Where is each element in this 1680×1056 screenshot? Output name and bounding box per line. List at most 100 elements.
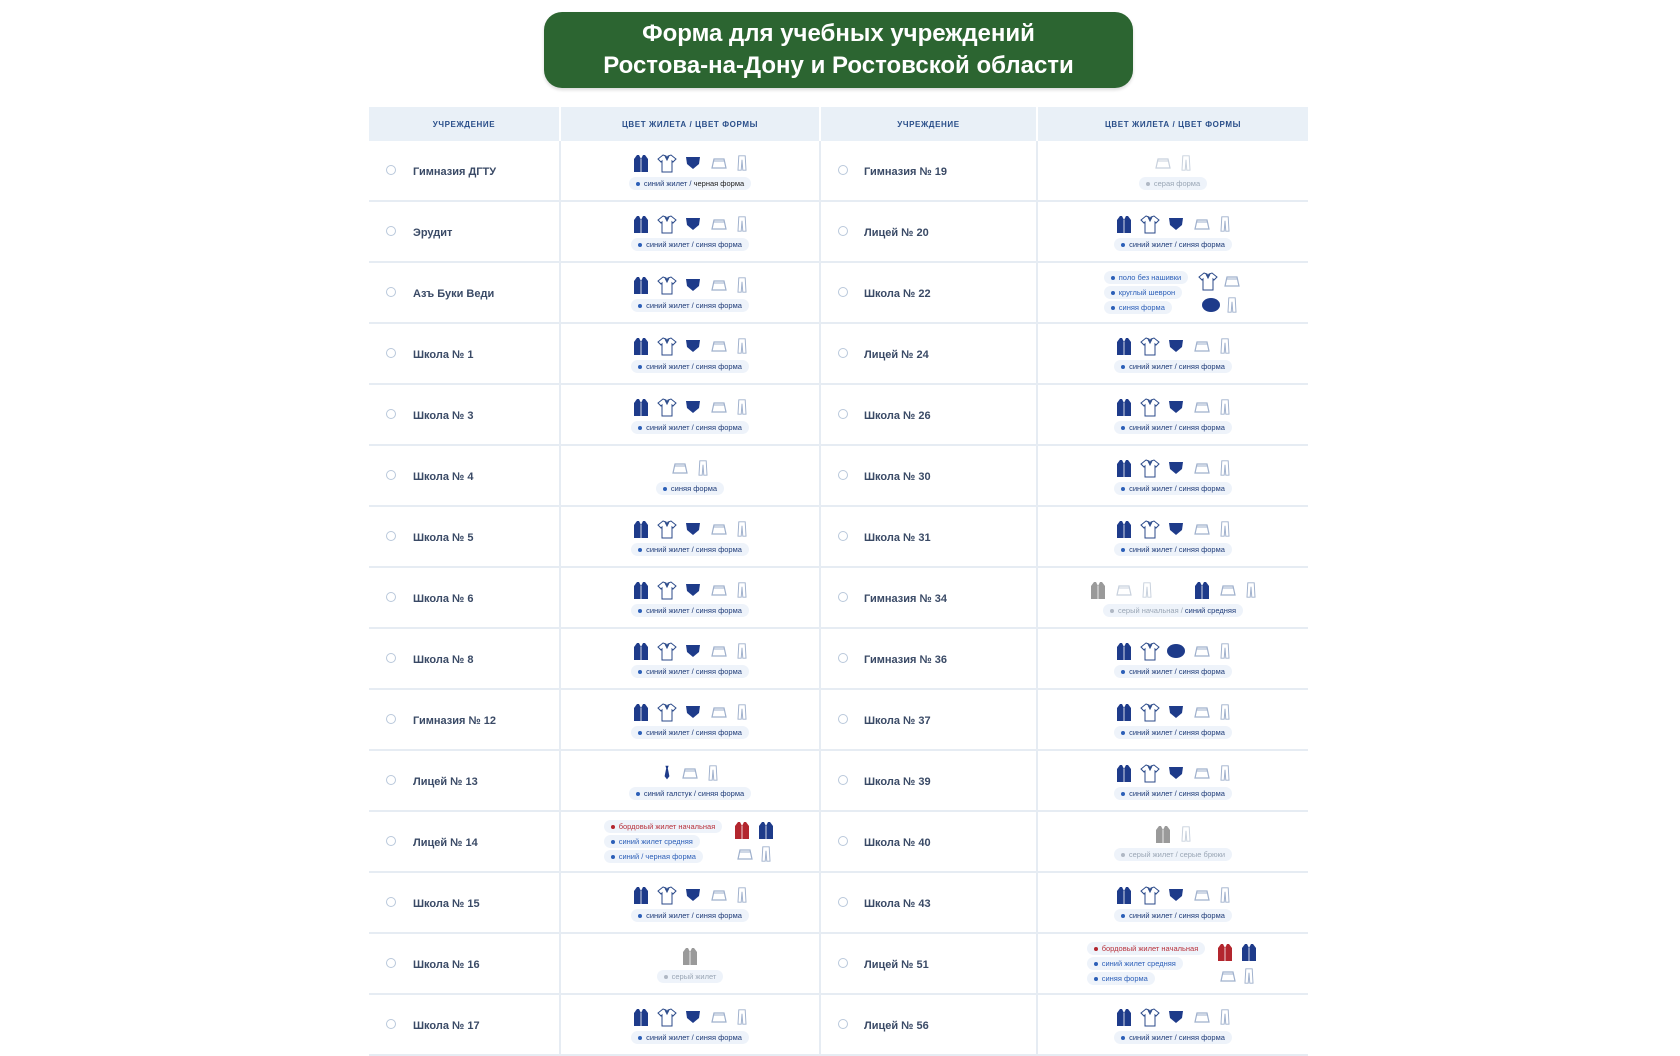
skirt-icon	[1194, 340, 1210, 352]
shield-badge-icon	[686, 278, 700, 291]
shield-badge-icon	[1169, 461, 1183, 474]
vest-icon	[1218, 943, 1233, 961]
shirt-icon	[1140, 641, 1160, 660]
row-marker-icon	[837, 531, 848, 542]
skirt-icon	[1155, 157, 1171, 169]
institution-name: Гимназия № 36	[864, 653, 948, 666]
uniform-caption: синий жилет / синяя форма	[631, 1030, 749, 1044]
uniform-caption: синий жилет / синяя форма	[631, 908, 749, 922]
vest-icon	[634, 520, 648, 538]
page-title-banner: Форма для учебных учреждений Ростова-на-…	[544, 12, 1133, 88]
row-marker-icon	[837, 470, 848, 481]
skirt-icon	[1194, 767, 1210, 779]
skirt-icon	[1194, 401, 1210, 413]
uniform-icons	[631, 274, 749, 296]
shirt-icon	[1140, 763, 1160, 782]
shirt-icon	[1140, 214, 1160, 233]
table-row: Эрудит синий жилет / синяя форма Лицей №…	[369, 201, 1308, 263]
row-marker-icon	[837, 897, 848, 908]
shirt-icon	[657, 336, 677, 355]
vest-icon	[735, 821, 750, 839]
shirt-icon	[1140, 885, 1160, 904]
uniform-caption: синий жилет / синяя форма	[1114, 542, 1232, 556]
uniform-cell: серая форма	[1037, 141, 1308, 202]
skirt-icon	[711, 340, 727, 352]
trousers-icon	[737, 337, 747, 354]
vest-icon	[634, 337, 648, 355]
skirt-icon	[1194, 889, 1210, 901]
trousers-icon	[737, 642, 747, 659]
institution-name: Гимназия ДГТУ	[413, 165, 497, 178]
shield-badge-icon	[1169, 400, 1183, 413]
uniform-icons	[1114, 335, 1232, 357]
uniform-icons	[1114, 884, 1232, 906]
institution-name: Азъ Буки Веди	[413, 287, 495, 300]
header-color-right: цвет жилета / цвет формы	[1037, 107, 1308, 141]
institution-name: Лицей № 51	[864, 958, 929, 971]
vest-icon	[1242, 943, 1257, 961]
trousers-icon	[737, 581, 747, 598]
uniform-caption: синий жилет / синяя форма	[631, 664, 749, 678]
table-row: Гимназия ДГТУ синий жилет / черная форма…	[369, 141, 1308, 202]
trousers-icon	[1246, 581, 1256, 598]
row-marker-icon	[837, 958, 848, 969]
shield-badge-icon	[686, 522, 700, 535]
table-row: Школа № 15 синий жилет / синяя форма Шко…	[369, 872, 1308, 934]
uniform-icons	[1088, 579, 1258, 601]
uniform-caption: синий жилет / синяя форма	[631, 298, 749, 312]
vest-icon	[1117, 520, 1131, 538]
uniform-icons	[631, 213, 749, 235]
trousers-icon	[1220, 642, 1230, 659]
row-marker-icon	[386, 897, 396, 908]
uniform-cell: синий жилет / синяя форма	[1037, 689, 1308, 751]
institution-name: Школа № 37	[864, 714, 931, 727]
uniform-caption: серый жилет	[656, 969, 724, 983]
row-marker-icon	[837, 592, 848, 603]
shield-badge-icon	[1169, 522, 1183, 535]
skirt-icon	[711, 1011, 727, 1023]
skirt-icon	[711, 157, 727, 169]
row-marker-icon	[386, 714, 396, 725]
uniform-caption: синий жилет / синяя форма	[631, 420, 749, 434]
vest-icon	[1091, 581, 1105, 599]
skirt-icon	[1194, 706, 1210, 718]
uniform-cell: синий жилет / черная форма	[560, 141, 821, 202]
uniform-icons	[1153, 823, 1193, 845]
uniform-caption: синий жилет / синяя форма	[1114, 786, 1232, 800]
uniform-icons	[1114, 213, 1232, 235]
institution-name: Школа № 17	[413, 1019, 480, 1032]
institution-name: Школа № 15	[413, 897, 480, 910]
uniform-icons	[660, 762, 720, 784]
vest-icon	[1117, 886, 1131, 904]
uniform-icons	[631, 579, 749, 601]
trousers-icon	[737, 886, 747, 903]
shirt-icon	[1198, 271, 1218, 290]
vest-icon	[1117, 642, 1131, 660]
trousers-icon	[737, 154, 747, 171]
uniform-caption: синяя форма	[655, 481, 725, 495]
trousers-icon	[1220, 703, 1230, 720]
institution-name: Эрудит	[413, 226, 453, 239]
uniform-caption: синий жилет / синяя форма	[1114, 237, 1232, 251]
uniform-icons	[631, 701, 749, 723]
institution-name: Лицей № 56	[864, 1019, 929, 1032]
row-marker-icon	[837, 714, 848, 725]
skirt-icon	[711, 523, 727, 535]
shield-badge-icon	[1169, 705, 1183, 718]
shirt-icon	[1140, 519, 1160, 538]
skirt-icon	[1220, 970, 1237, 982]
table-row: Гимназия № 12 синий жилет / синяя форма …	[369, 689, 1308, 751]
uniform-caption: синий жилет / синяя форма	[631, 725, 749, 739]
row-marker-icon	[386, 958, 396, 969]
table-row: Лицей № 14 бордовый жилет начальная синий…	[369, 811, 1308, 873]
uniform-table: учреждение цвет жилета / цвет формы учре…	[369, 107, 1308, 1056]
trousers-icon	[1220, 398, 1230, 415]
table-row: Школа № 8 синий жилет / синяя форма Гимн…	[369, 628, 1308, 690]
vest-icon	[634, 215, 648, 233]
table-row: Школа № 3 синий жилет / синяя форма Школ…	[369, 384, 1308, 446]
uniform-icons	[732, 820, 776, 864]
uniform-cell: поло без нашивки круглый шеврон синяя форм…	[1037, 262, 1308, 324]
shield-badge-icon	[1169, 217, 1183, 230]
table-row: Школа № 6 синий жилет / синяя форма Гимн…	[369, 567, 1308, 629]
uniform-icons	[631, 335, 749, 357]
